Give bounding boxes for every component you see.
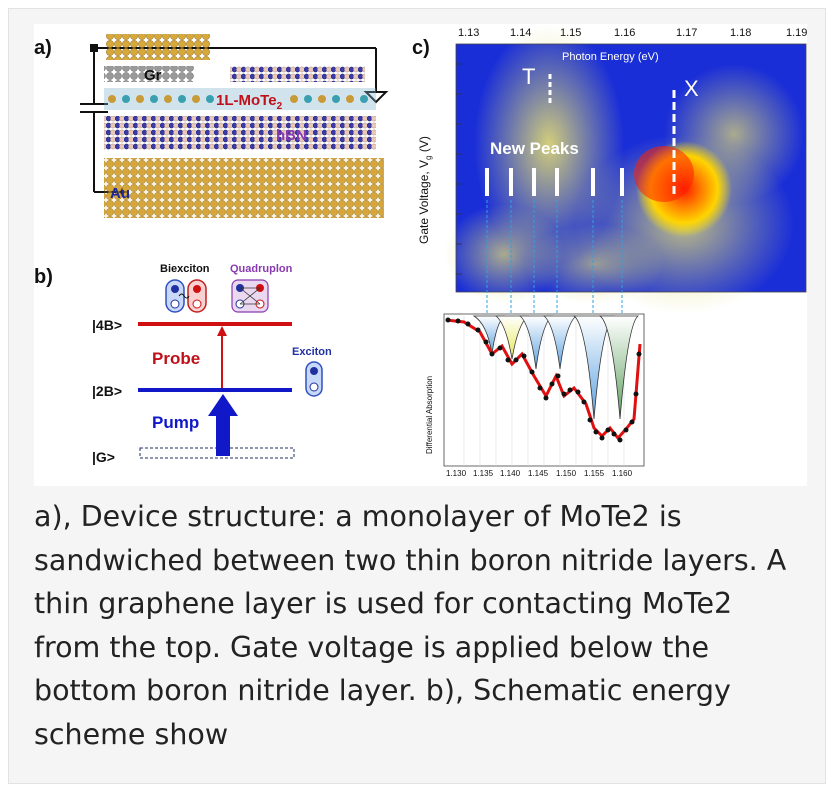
- panel-b-label: b): [34, 266, 53, 288]
- diff-tick-2: 1.140: [500, 469, 521, 478]
- exciton-icon: [305, 361, 323, 397]
- biexciton-label: Biexciton: [160, 263, 210, 275]
- diff-absorption-ylabel: Differential Absorption: [425, 376, 434, 454]
- gate-voltage-heatmap: Photon Energy (eV) T X New Peaks: [444, 24, 807, 314]
- diff-tick-1: 1.135: [473, 469, 494, 478]
- gate-voltage-axis-label: Gate Voltage, Vg (V): [417, 136, 433, 244]
- peak-t-label: T: [522, 64, 535, 89]
- au-label: Au: [110, 185, 130, 202]
- panel-c-label: c): [412, 37, 430, 59]
- figure-caption: a), Device structure: a monolayer of MoT…: [34, 500, 787, 751]
- figure-image: a) Gr 1L-MoTe2 hBN: [34, 24, 807, 486]
- hbn-label: hBN: [276, 127, 307, 144]
- gr-label: Gr: [144, 67, 162, 84]
- quadruplon-label: Quadruplon: [230, 263, 293, 275]
- photon-energy-label: Photon Energy (eV): [562, 51, 659, 63]
- device-structure-diagram: Gr 1L-MoTe2 hBN Au: [80, 34, 389, 218]
- diff-tick-0: 1.130: [446, 469, 467, 478]
- diff-tick-6: 1.160: [612, 469, 633, 478]
- top-tick-0: 1.13: [458, 27, 479, 39]
- top-tick-5: 1.18: [730, 27, 751, 39]
- diff-tick-4: 1.150: [556, 469, 577, 478]
- quadruplon-icon: [231, 279, 269, 313]
- diff-tick-3: 1.145: [528, 469, 549, 478]
- diff-tick-5: 1.155: [584, 469, 605, 478]
- differential-absorption-plot: 1.130 1.135 1.140 1.145 1.150 1.155 1.16…: [443, 313, 645, 478]
- panel-a-label: a): [34, 37, 52, 59]
- top-tick-4: 1.17: [676, 27, 697, 39]
- level-2b-label: |2B>: [92, 383, 122, 399]
- photon-energy-top-axis: 1.13 1.14 1.15 1.16 1.17 1.18 1.19: [458, 27, 807, 39]
- peak-x-label: X: [684, 76, 699, 101]
- probe-label: Probe: [152, 349, 200, 368]
- top-tick-3: 1.16: [614, 27, 635, 39]
- pump-label: Pump: [152, 413, 199, 432]
- biexciton-icon: [165, 279, 207, 313]
- level-4b-label: |4B>: [92, 317, 122, 333]
- figure-svg: a) Gr 1L-MoTe2 hBN: [34, 24, 807, 478]
- mote2-label: 1L-MoTe2: [216, 92, 283, 112]
- level-g-label: |G>: [92, 449, 115, 465]
- exciton-label: Exciton: [292, 346, 332, 358]
- top-tick-6: 1.19: [786, 27, 807, 39]
- energy-scheme-diagram: Biexciton Quadruplon Exciton |4B>: [92, 263, 332, 465]
- new-peaks-label: New Peaks: [490, 139, 579, 158]
